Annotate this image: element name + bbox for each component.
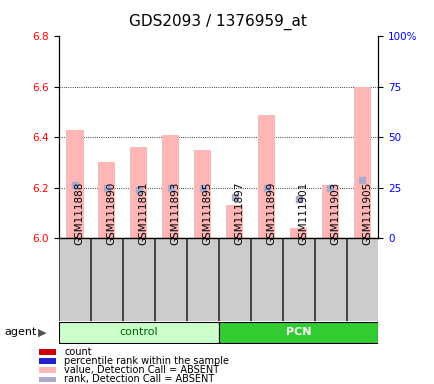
Text: value, Detection Call = ABSENT: value, Detection Call = ABSENT	[64, 365, 219, 375]
Text: control: control	[119, 327, 158, 337]
Text: GSM111905: GSM111905	[362, 181, 372, 245]
Bar	[39, 377, 56, 382]
Bar	[161, 135, 179, 238]
Bar	[257, 114, 275, 238]
Bar	[59, 238, 90, 321]
Text: GSM111895: GSM111895	[202, 181, 212, 245]
Bar	[194, 150, 211, 238]
Bar	[155, 238, 186, 321]
Bar	[39, 358, 56, 364]
Bar	[59, 322, 218, 343]
Point	[71, 182, 78, 188]
Bar	[130, 147, 147, 238]
Point	[103, 185, 110, 191]
Text: agent: agent	[4, 327, 36, 337]
Text: ▶: ▶	[38, 327, 47, 337]
Text: rank, Detection Call = ABSENT: rank, Detection Call = ABSENT	[64, 374, 214, 384]
Point	[263, 185, 270, 191]
Point	[326, 185, 333, 191]
Text: GDS2093 / 1376959_at: GDS2093 / 1376959_at	[128, 13, 306, 30]
Bar	[219, 238, 250, 321]
Bar	[123, 238, 154, 321]
Text: GSM111893: GSM111893	[170, 181, 180, 245]
Point	[135, 187, 142, 193]
Text: GSM111901: GSM111901	[298, 181, 308, 245]
Text: GSM111888: GSM111888	[75, 181, 85, 245]
Text: GSM111903: GSM111903	[330, 181, 340, 245]
Bar	[39, 349, 56, 355]
Point	[230, 194, 237, 200]
Bar	[225, 205, 243, 238]
Bar	[314, 238, 345, 321]
Bar	[250, 238, 281, 321]
Text: percentile rank within the sample: percentile rank within the sample	[64, 356, 229, 366]
Text: GSM111897: GSM111897	[234, 181, 244, 245]
Text: GSM111891: GSM111891	[138, 181, 148, 245]
Bar	[91, 238, 122, 321]
Bar	[346, 238, 377, 321]
Bar	[98, 162, 115, 238]
Point	[358, 177, 365, 183]
Bar	[187, 238, 217, 321]
Bar	[39, 367, 56, 373]
Point	[294, 196, 301, 202]
Bar	[321, 185, 339, 238]
Point	[167, 185, 174, 191]
Bar	[353, 87, 370, 238]
Text: GSM111899: GSM111899	[266, 181, 276, 245]
Bar	[289, 228, 306, 238]
Bar	[66, 130, 83, 238]
Text: GSM111890: GSM111890	[106, 181, 116, 245]
Text: PCN: PCN	[285, 327, 311, 337]
Point	[199, 185, 206, 191]
Text: count: count	[64, 347, 92, 357]
Bar	[218, 322, 378, 343]
Bar	[283, 238, 313, 321]
